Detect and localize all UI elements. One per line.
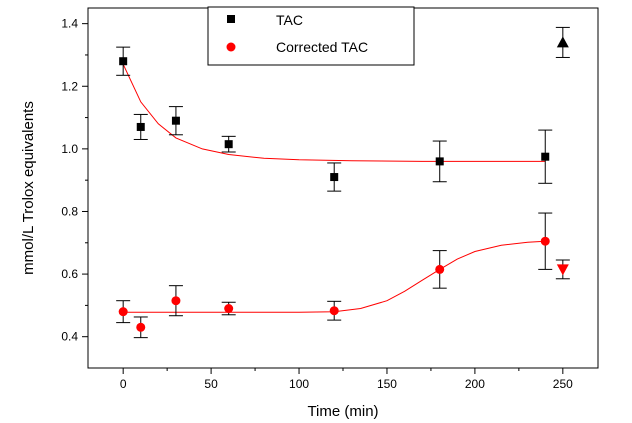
x-tick-label: 150 bbox=[377, 377, 397, 391]
data-point-tac bbox=[435, 157, 444, 166]
data-marks bbox=[116, 26, 570, 339]
data-point-corrected-tac bbox=[540, 236, 550, 246]
legend: TAC Corrected TAC bbox=[207, 6, 415, 66]
y-axis-title: mmol/L Trolox equivalents bbox=[20, 101, 37, 275]
y-tick-label: 1.4 bbox=[61, 17, 78, 31]
legend-marker-tac bbox=[227, 15, 235, 23]
x-tick-label: 100 bbox=[289, 377, 309, 391]
y-tick-label: 0.4 bbox=[61, 330, 78, 344]
legend-box bbox=[207, 6, 415, 66]
data-point-tac bbox=[330, 173, 339, 182]
y-tick-label: 1.2 bbox=[61, 79, 78, 93]
data-point-corrected-tac bbox=[136, 322, 146, 332]
legend-label-tac: TAC bbox=[276, 12, 303, 28]
data-point-corrected-tac bbox=[118, 307, 128, 317]
data-point-tac bbox=[119, 57, 128, 66]
plot-area bbox=[87, 7, 599, 369]
x-tick-label: 250 bbox=[553, 377, 573, 391]
data-point-tac-triangle-up bbox=[556, 36, 569, 48]
data-point-corrected-tac bbox=[224, 304, 234, 314]
x-tick-label: 200 bbox=[465, 377, 485, 391]
fit-curve-tac bbox=[122, 64, 546, 162]
data-point-tac bbox=[136, 122, 145, 131]
data-point-corrected-tac-triangle-down bbox=[556, 264, 569, 276]
data-point-corrected-tac bbox=[435, 264, 445, 274]
y-tick-label: 1.0 bbox=[61, 142, 78, 156]
data-point-tac bbox=[224, 140, 233, 149]
data-point-corrected-tac bbox=[171, 296, 181, 306]
y-tick-label: 0.6 bbox=[61, 267, 78, 281]
x-tick-label: 50 bbox=[204, 377, 218, 391]
axes: 0 50 100 150 200 250 0.4 0.6 0.8 1.0 1.2 1.4 bbox=[61, 17, 573, 391]
legend-label-corrected-tac: Corrected TAC bbox=[276, 39, 368, 55]
x-tick-label: 0 bbox=[120, 377, 127, 391]
data-point-tac bbox=[541, 152, 550, 161]
y-tick-label: 0.8 bbox=[61, 204, 78, 218]
data-point-corrected-tac bbox=[329, 306, 339, 316]
x-axis-title: Time (min) bbox=[307, 403, 378, 420]
legend-marker-corrected-tac bbox=[226, 42, 236, 52]
data-point-tac bbox=[171, 116, 180, 125]
